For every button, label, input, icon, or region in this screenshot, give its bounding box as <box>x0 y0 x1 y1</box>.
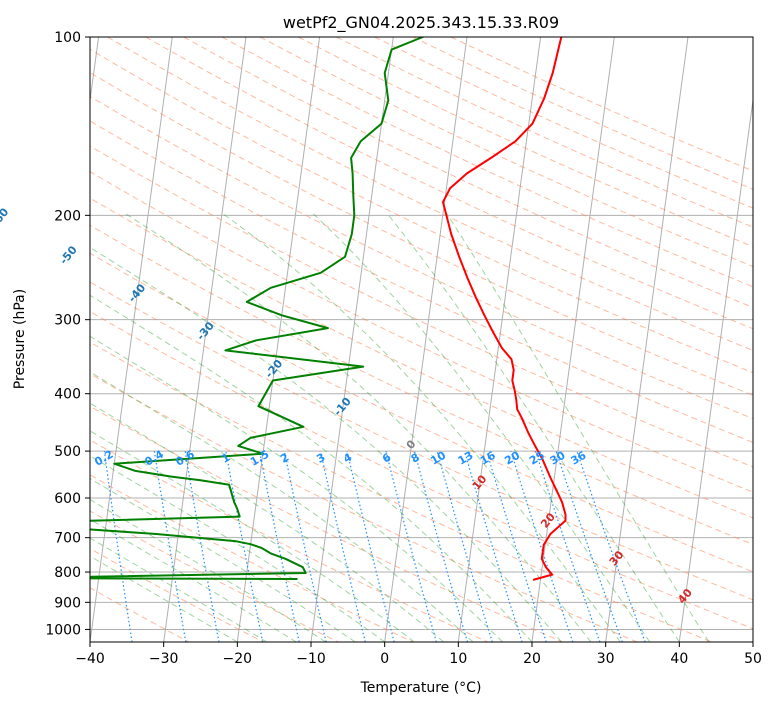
dry-adiabat-line <box>90 281 753 601</box>
y-tick-label: 900 <box>54 595 81 611</box>
mixing-ratio-line <box>346 450 395 642</box>
mixing-ratio-line <box>385 450 437 642</box>
dry-adiabat-line <box>90 72 753 396</box>
moist-adiabat-line <box>123 212 592 642</box>
axes: −40 −30 −20 −10 0 10 20 30 40 50 100 200 300 400 500 60… <box>45 30 762 667</box>
isotherm-line <box>457 37 542 642</box>
dry-adiabat-line <box>90 48 753 374</box>
dry-adiabat-line <box>412 37 753 190</box>
moist-adiabat-line <box>90 371 474 642</box>
y-tick-label: 500 <box>54 444 81 460</box>
moist-adiabat-line <box>90 555 238 642</box>
chart-title: wetPf2_GN04.2025.343.15.33.R09 <box>283 13 559 33</box>
isotherm-line <box>384 37 468 642</box>
mixing-ratio-line <box>576 450 646 642</box>
data-series <box>90 37 567 581</box>
mixing-ratio-line <box>464 450 523 642</box>
y-tick-label: 600 <box>54 491 81 507</box>
moist-adiabat-line <box>90 335 503 642</box>
dry-adiabat-line <box>90 510 339 642</box>
y-axis-label: Pressure (hPa) <box>12 289 28 389</box>
y-tick-label: 1000 <box>45 622 81 638</box>
x-tick-label: 40 <box>670 651 688 667</box>
moist-adiabat-line <box>445 212 710 642</box>
plot-frame <box>89 36 754 643</box>
isotherm-line <box>236 37 321 642</box>
x-axis-label: Temperature (°C) <box>360 680 482 696</box>
y-tick-label: 400 <box>54 387 81 403</box>
isotherm-line <box>90 37 173 642</box>
moist-adiabat-line <box>90 294 533 642</box>
isotherm-label: -60 <box>0 205 12 229</box>
x-tick-label: 30 <box>597 651 615 667</box>
moist-adiabat-line <box>221 212 621 642</box>
moist-adiabat-line <box>90 430 415 642</box>
dry-adiabat-line <box>90 439 488 642</box>
x-tick-label: −10 <box>296 651 326 667</box>
mixing-ratio-line <box>486 450 547 642</box>
x-tick-label: 0 <box>380 651 389 667</box>
dry-adiabat-line <box>259 37 753 268</box>
moist-adiabat-line <box>90 455 385 642</box>
moist-adiabat-line <box>90 246 562 642</box>
mixing-ratio-line <box>535 450 601 642</box>
y-tick-label: 300 <box>54 313 81 329</box>
mixing-ratio-line <box>510 450 574 642</box>
dewpoint-profile-line <box>90 37 426 580</box>
mixing-ratio-line <box>283 450 327 642</box>
y-tick-label: 200 <box>54 208 81 224</box>
x-tick-label: 20 <box>523 651 541 667</box>
x-tick-label: 50 <box>744 651 762 667</box>
x-tick-label: −40 <box>75 651 105 667</box>
moist-adiabat-line <box>311 212 651 642</box>
y-tick-label: 700 <box>54 531 81 547</box>
mixing-ratio-line <box>258 450 300 642</box>
dry-adiabat-line <box>90 145 753 468</box>
dry-adiabat-line <box>450 37 753 172</box>
mixing-ratio-line <box>555 450 623 642</box>
dry-adiabat-line <box>90 224 753 545</box>
dry-adiabat-line <box>145 37 753 330</box>
dry-adiabat-line <box>90 197 753 519</box>
moist-adiabat-line <box>90 477 356 642</box>
moist-adiabat-line <box>90 537 268 642</box>
moist-adiabat-line <box>386 212 680 642</box>
isotherm-line <box>163 37 247 642</box>
dry-adiabat-line <box>90 341 712 642</box>
y-tick-label: 800 <box>54 565 81 581</box>
isotherm-line <box>678 96 753 642</box>
background-lines <box>90 37 753 642</box>
moist-adiabat-line <box>90 518 297 642</box>
x-tick-label: −30 <box>149 651 179 667</box>
dry-adiabat-line <box>221 37 753 288</box>
mixing-ratio-line <box>436 450 493 642</box>
dry-adiabat-line <box>336 37 753 228</box>
dry-adiabat-line <box>90 405 563 642</box>
mixing-ratio-line <box>319 450 366 642</box>
x-tick-label: 10 <box>449 651 467 667</box>
mixing-ratio-line <box>413 450 469 642</box>
mixing-ratio-line <box>103 451 133 642</box>
dry-adiabat-line <box>90 120 753 444</box>
dry-adiabat-line <box>90 310 753 630</box>
x-tick-label: −20 <box>223 651 253 667</box>
y-tick-label: 100 <box>54 30 81 46</box>
temperature-profile-line <box>442 37 567 581</box>
